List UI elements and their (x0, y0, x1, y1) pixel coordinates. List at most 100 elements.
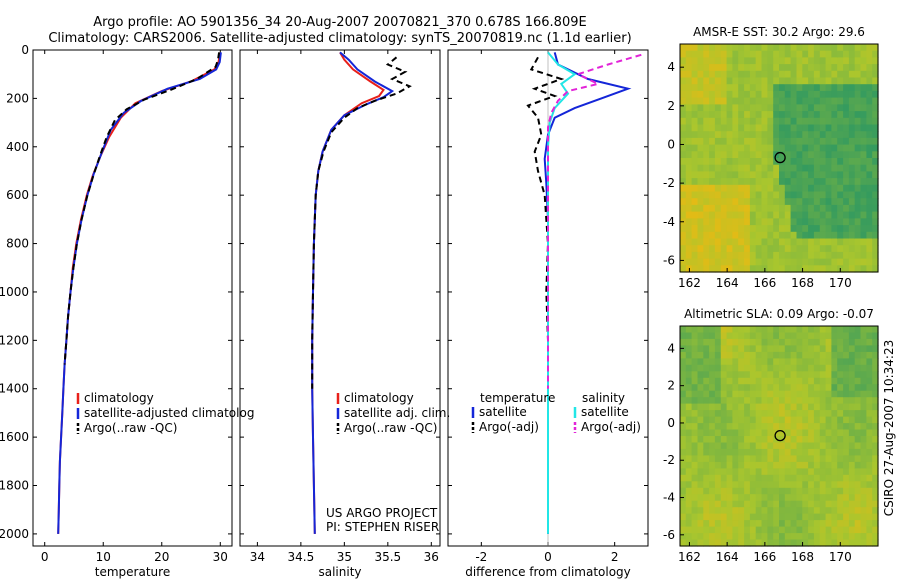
sst_map-cell (703, 171, 710, 179)
sst_map-cell (714, 97, 722, 105)
sla_map-cell (860, 539, 867, 547)
sst_map-cell (749, 204, 757, 213)
sla_map-cell (761, 468, 768, 476)
sla_map-cell (848, 448, 856, 456)
sla_map-cell (697, 410, 704, 418)
sla_map-cell (697, 332, 704, 340)
sst_map-cell (744, 97, 751, 105)
sst_map-cell (813, 198, 821, 206)
sla_map-cell (773, 474, 780, 482)
sla_map-cell (784, 442, 792, 450)
sla_map-cell (825, 358, 832, 366)
sla_map-cell (843, 390, 850, 398)
sla_map-cell (796, 507, 803, 515)
sla_map-cell (848, 403, 856, 411)
sst_map-cell (749, 50, 757, 58)
sla_map-ytick-label: 0 (667, 416, 675, 430)
sla_map-cell (784, 448, 792, 456)
difference-series-salinity-argo-adj- (547, 53, 642, 389)
temperature-ytick-label: 400 (6, 140, 29, 154)
temperature-ytick-label: 1800 (0, 479, 29, 493)
sla_map-cell (691, 461, 698, 469)
sla_map-cell (843, 358, 850, 366)
sla_map-cell (779, 326, 786, 334)
sst_map-cell (680, 211, 687, 219)
sst_map-cell (854, 158, 862, 166)
sla_map-cell (837, 332, 844, 340)
sla_map-cell (831, 358, 838, 366)
sst_map-cell (802, 137, 809, 146)
sla_map-cell (738, 513, 745, 521)
sst_map-cell (691, 57, 698, 65)
sla_map-cell (767, 474, 774, 482)
sla_map-cell (779, 410, 786, 418)
sst_map-cell (848, 225, 856, 233)
sst_map-cell (773, 184, 780, 193)
difference-xlabel: difference from climatology (465, 565, 631, 579)
sla_map-cell (848, 377, 856, 385)
sla_map-cell (843, 481, 850, 489)
sla_map-cell (732, 455, 739, 463)
sst_map-cell (784, 57, 792, 65)
sla_map-cell (761, 397, 768, 405)
sst_map-cell (714, 211, 722, 219)
sst_map-cell (779, 50, 786, 58)
sst_map-cell (825, 97, 832, 105)
sst_map-cell (703, 251, 710, 260)
sla_map-cell (726, 371, 733, 379)
sst_map-cell (837, 231, 844, 240)
sla_map-cell (802, 371, 809, 379)
sst_map-cell (790, 144, 797, 152)
sst_map-cell (790, 171, 797, 179)
sst_map-cell (726, 84, 733, 92)
sst_map-cell (744, 258, 751, 266)
sla_map-cell (813, 332, 821, 340)
sla_map-cell (790, 384, 797, 392)
sla_map-cell (761, 494, 768, 502)
sla_map-cell (691, 377, 698, 385)
sst_map-cell (819, 191, 827, 199)
sla_map-cell (726, 390, 733, 398)
sla_map-cell (819, 513, 827, 521)
sla_map-cell (837, 351, 844, 359)
sst_map-cell (860, 171, 867, 179)
sst_map-cell (691, 218, 698, 226)
sst_map-cell (767, 265, 774, 273)
sst_map-cell (854, 137, 862, 146)
sst_map-cell (726, 44, 733, 52)
sla_map-cell (796, 468, 803, 476)
sst_map-cell (796, 70, 803, 79)
sst_map-cell (738, 171, 745, 179)
sla_map-cell (854, 455, 862, 463)
sst_map-cell (749, 117, 757, 126)
sla_map-cell (738, 371, 745, 379)
sst_map-cell (808, 178, 815, 186)
sla_map-cell (819, 371, 827, 379)
sst_map-cell (709, 238, 716, 246)
sla_map-cell (773, 526, 780, 534)
sal-legend-0-label: climatology (344, 391, 414, 405)
sst_map-cell (802, 178, 809, 186)
sla_map-cell (749, 416, 757, 424)
sla_map-cell (802, 500, 809, 508)
sla_map-cell (691, 474, 698, 482)
sla_map-cell (761, 326, 768, 334)
sla_map-cell (685, 474, 693, 482)
sst_map-cell (726, 70, 733, 79)
sla_map-cell (726, 416, 733, 424)
sst_map-cell (825, 144, 832, 152)
sst_map-cell (860, 218, 867, 226)
sla_map-cell (784, 377, 792, 385)
sst_map-cell (866, 225, 873, 233)
sla_map-cell (749, 455, 757, 463)
sla_map-cell (680, 351, 687, 359)
sst_map-cell (767, 171, 774, 179)
difference-xtick-label: 0 (544, 550, 552, 564)
sst_map-cell (866, 137, 873, 146)
sst_map-cell (773, 84, 780, 92)
sla_map-cell (802, 345, 809, 353)
sst_map-cell (837, 144, 844, 152)
sla_map-cell (685, 487, 693, 495)
sla_map-cell (854, 481, 862, 489)
sst_map-cell (825, 191, 832, 199)
